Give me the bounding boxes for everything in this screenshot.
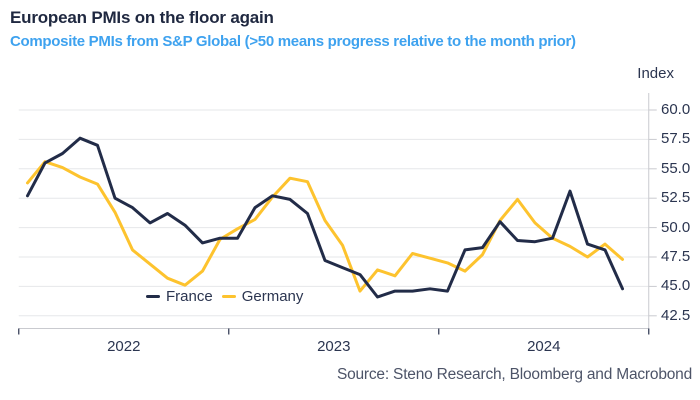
- legend-item-france: France: [146, 288, 213, 305]
- legend-item-germany: Germany: [221, 288, 304, 305]
- x-axis-year-label: 2024: [527, 338, 561, 355]
- x-axis-year-label: 2022: [107, 338, 141, 355]
- y-axis-tick-label: 42.5: [661, 306, 691, 324]
- source-attribution: Source: Steno Research, Bloomberg and Ma…: [336, 366, 692, 383]
- legend-label-france: France: [166, 288, 213, 305]
- x-axis-year-label: 2023: [317, 338, 351, 355]
- france-line-swatch: [146, 294, 160, 299]
- chart-subtitle: Composite PMIs from S&P Global (>50 mean…: [10, 33, 576, 50]
- germany-line-swatch: [221, 294, 236, 299]
- france-line: [26, 136, 624, 299]
- y-axis-tick-label: 50.0: [661, 218, 691, 236]
- legend-label-germany: Germany: [241, 288, 304, 305]
- y-axis-unit-label: Index: [637, 65, 674, 82]
- y-axis-tick-label: 60.0: [661, 101, 691, 118]
- y-axis-tick-label: 57.5: [661, 130, 691, 148]
- y-axis-tick-label: 47.5: [661, 248, 691, 265]
- legend: France Germany: [146, 288, 303, 305]
- germany-line: [26, 160, 624, 293]
- y-axis-tick-label: 45.0: [661, 277, 691, 295]
- chart-title: European PMIs on the floor again: [10, 8, 274, 27]
- y-axis-tick-label: 52.5: [661, 189, 691, 207]
- y-axis-tick-label: 55.0: [661, 159, 691, 177]
